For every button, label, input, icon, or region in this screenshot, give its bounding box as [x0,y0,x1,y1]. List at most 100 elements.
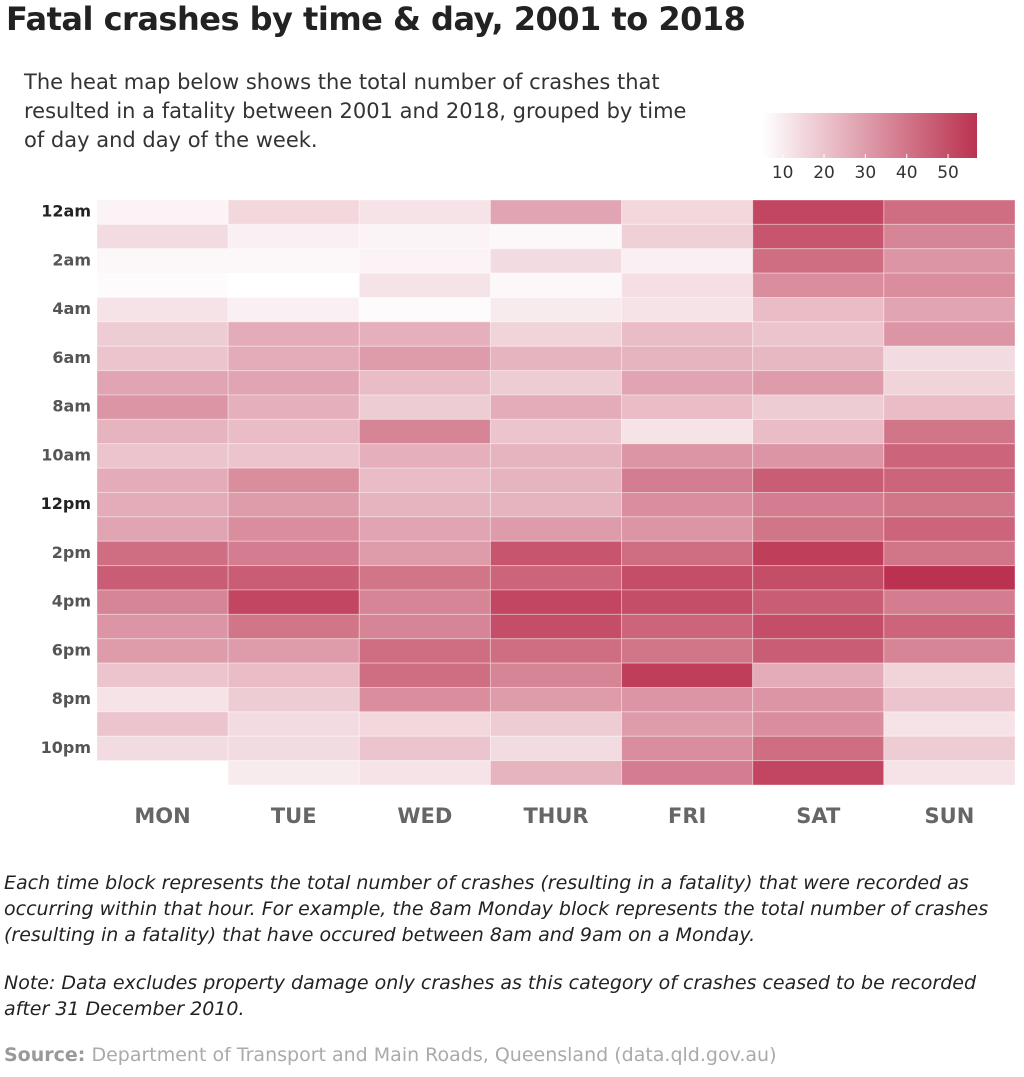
heat-cell [883,638,1016,664]
colorbar-tick-label: 40 [896,163,918,183]
chart: MON TUE WED THUR FRI SAT SUN 12am 2am 4am 6am 8am 10… [41,113,1016,828]
heat-cell [883,199,1016,225]
heat-cell [752,297,885,323]
x-tick-label: FRI [668,804,706,828]
heat-cell [227,687,360,713]
heat-cell [489,760,623,786]
heat-cell [227,565,360,591]
heat-cell [752,711,885,737]
heat-cell [489,687,623,713]
x-tick-label: SUN [925,804,975,828]
heat-cell [621,272,754,298]
heat-cell [96,516,229,542]
colorbar-tick-label: 10 [772,163,794,183]
heat-cell [358,272,491,298]
heat-cell [883,540,1016,567]
heat-cell [227,662,360,688]
heat-cell [489,613,623,640]
heat-cell [358,735,491,762]
heat-cell [489,370,623,396]
heat-cell [358,297,491,323]
heat-cell [489,540,623,567]
heat-cell [96,223,229,250]
heat-cell [227,711,360,737]
heat-cell [96,467,229,493]
y-tick-label: 4am [52,299,91,318]
heat-cell [752,370,885,396]
heat-cell [358,540,491,567]
heat-cell [621,223,754,250]
heat-cell [358,223,491,250]
y-tick-label: 8pm [52,689,91,708]
y-tick-label: 6pm [52,640,91,659]
heat-cell [621,662,754,688]
heat-cell [227,345,360,372]
chart-title: Fatal crashes by time & day, 2001 to 201… [6,0,746,38]
heat-cell [752,516,885,542]
heat-cell [489,418,623,445]
heat-cell [883,223,1016,250]
heat-cell [358,443,491,469]
heat-cell [96,272,229,298]
x-tick-label: SAT [796,804,841,828]
heat-cell [227,540,360,567]
heat-cell [227,467,360,493]
heat-cell [96,565,229,591]
heat-cell [883,516,1016,542]
colorbar-tick-label: 30 [855,163,877,183]
source-text: Department of Transport and Main Roads, … [91,1044,777,1066]
heat-cell [489,321,623,347]
heat-cell [358,638,491,664]
heat-cell [752,613,885,640]
heat-cell [489,345,623,372]
heat-cell [621,540,754,567]
heat-cell [752,345,885,372]
heat-cell [227,248,360,274]
heat-cell [621,321,754,347]
heat-cell [752,492,885,518]
heat-cell [227,321,360,347]
y-tick-label: 12pm [41,494,91,513]
heat-cell [358,760,491,786]
y-tick-label: 2pm [52,543,91,562]
heat-cell [883,418,1016,445]
heat-cell [96,662,229,688]
heat-cell [358,589,491,615]
note: Note: Data excludes property damage only… [4,972,977,1020]
x-tick-label: MON [134,804,190,828]
heat-cell [621,565,754,591]
heat-cell [227,516,360,542]
heat-cell [883,492,1016,518]
heat-cell [96,321,229,347]
heat-cell [883,297,1016,323]
heat-cell [96,613,229,640]
source: Source: Department of Transport and Main… [4,1044,777,1066]
heat-cell [358,199,491,225]
heat-cell [621,345,754,372]
heat-cell [752,540,885,567]
heat-cell [752,638,885,664]
heat-cell [489,248,623,274]
heat-cell [752,687,885,713]
heat-cell [358,418,491,445]
colorbar-tick-label: 50 [937,163,959,183]
heat-cell [883,248,1016,274]
heat-cell [489,223,623,250]
heat-cell [96,370,229,396]
heat-cell [489,199,623,225]
heat-cell [752,565,885,591]
y-tick-label: 12am [41,202,91,221]
heat-cell [752,735,885,762]
heat-cell [227,443,360,469]
heat-cell [358,492,491,518]
heat-cell [227,760,360,786]
heat-cell [621,516,754,542]
heat-cell [621,711,754,737]
heat-cell [96,711,229,737]
heat-cell [96,199,229,225]
colorbar [762,113,977,158]
heat-cell [358,687,491,713]
heat-cell [621,199,754,225]
heat-cell [96,687,229,713]
heat-cell [96,638,229,664]
